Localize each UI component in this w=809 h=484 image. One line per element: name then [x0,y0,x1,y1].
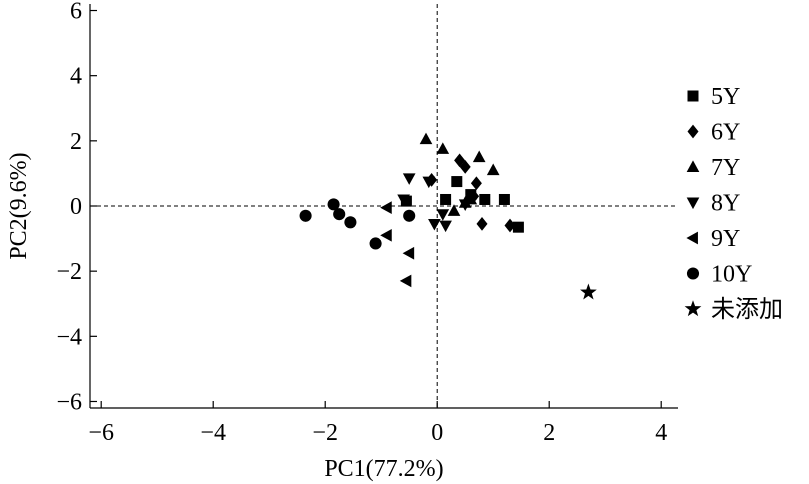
data-point-triangle-left [402,246,415,260]
data-point-circle [403,209,416,222]
legend-marker-star [684,300,702,317]
data-point-square [498,193,510,205]
data-point-triangle-left [380,201,392,214]
legend-label: 5Y [711,84,740,110]
data-point-square [400,195,412,207]
y-tick-label: −6 [56,389,82,415]
data-point-diamond [476,217,488,231]
data-point-triangle-up [447,204,461,216]
legend-marker-square [687,90,699,102]
series-4 [397,173,472,233]
data-point-diamond [459,160,471,174]
data-points [299,132,597,300]
legend-label: 未添加 [711,296,783,323]
data-point-circle [299,209,312,222]
series-7 [580,283,597,300]
y-tick-label: 2 [70,129,82,155]
data-point-triangle-down [428,218,441,231]
legend-item: 9Y [686,226,740,252]
data-point-triangle-down [397,194,410,207]
y-tick-label: 6 [70,0,82,25]
legend-label: 9Y [711,226,740,252]
legend-item: 10Y [686,262,752,288]
data-point-triangle-down [458,199,472,211]
series-6 [299,198,416,250]
data-point-triangle-up [472,150,486,163]
data-point-circle [369,237,382,250]
y-tick-label: 0 [70,194,82,220]
legend-label: 10Y [711,262,752,288]
legend-item: 未添加 [684,296,783,323]
data-point-square [512,221,524,233]
legend-label: 6Y [711,120,740,146]
data-point-triangle-up [436,142,450,154]
data-point-triangle-down [422,176,436,189]
x-tick-label: 4 [655,420,667,446]
y-tick-label: −2 [56,259,82,285]
legend-item: 6Y [687,120,740,146]
data-point-square [451,176,463,188]
legend-marker-triangle-up [686,160,700,172]
legend-item: 8Y [686,191,740,217]
legend-label: 7Y [711,155,740,181]
legend-item: 5Y [687,84,740,110]
data-point-triangle-up [419,132,433,145]
data-point-diamond [504,218,516,233]
legend-marker-triangle-left [686,231,698,245]
data-point-square [479,193,491,205]
data-point-circle [333,208,346,221]
x-tick-label: −6 [88,420,114,446]
legend-label: 8Y [711,191,740,217]
data-point-circle [327,198,340,211]
legend-item: 7Y [686,155,740,181]
series-2 [426,153,516,233]
x-axis-label: PC1(77.2%) [324,456,443,482]
y-tick-label: −4 [56,324,82,350]
data-point-diamond [470,176,482,191]
data-point-triangle-left [380,228,392,242]
legend-marker-circle [686,267,700,280]
x-tick-label: −4 [200,420,226,446]
data-point-star [580,283,597,300]
data-point-circle [344,216,357,229]
x-tick-label: 2 [543,420,555,446]
legend-marker-triangle-down [686,197,700,210]
y-axis-label: PC2(9.6%) [6,152,32,259]
data-point-triangle-up [486,163,500,176]
legend: 5Y 6Y 7Y 8Y 9Y 10Y 未添加 [684,84,783,323]
data-point-square [440,193,452,205]
data-point-triangle-down [402,173,416,185]
y-tick-label: 4 [70,64,82,90]
data-point-triangle-down [439,220,452,233]
data-point-triangle-down [436,209,450,221]
x-tick-label: 0 [431,420,443,446]
data-point-triangle-left [399,274,412,288]
axis-ticks: −6 −4 −2 0 2 4 −6 −4 −2 0 2 4 6 [56,0,667,446]
series-5 [380,201,415,288]
legend-marker-diamond [687,124,699,139]
x-tick-label: −2 [312,420,338,446]
